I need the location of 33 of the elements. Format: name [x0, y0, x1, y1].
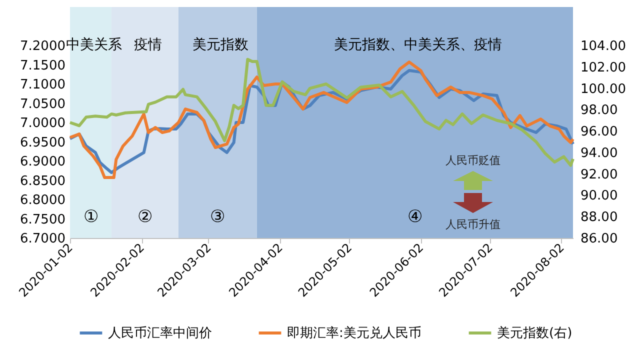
legend-label: 人民币汇率中间价 [108, 325, 212, 340]
y-tick-label: 7.0500 [20, 96, 66, 112]
y-tick-label: 7.0000 [20, 116, 66, 131]
annotation: 人民币升值 [446, 218, 500, 231]
y2-tick-label: 104.00 [580, 39, 626, 54]
y-tick-label: 6.8000 [20, 193, 66, 208]
band-label: 美元指数 [192, 37, 249, 53]
band-label: 疫情 [134, 37, 162, 53]
annotation: ③ [210, 207, 226, 227]
band-label: 美元指数、中美关系、疫情 [334, 37, 502, 53]
y-tick-label: 7.2000 [20, 39, 66, 54]
annotation: ④ [407, 207, 422, 227]
y2-tick-label: 98.00 [580, 103, 618, 118]
annotation: ② [137, 207, 152, 227]
y2-tick-label: 92.00 [580, 167, 618, 182]
y-tick-label: 6.9000 [20, 154, 66, 170]
y2-tick-label: 94.00 [580, 146, 618, 161]
band-label: 中美关系 [66, 37, 122, 53]
y2-tick-label: 86.00 [580, 232, 618, 246]
legend-label: 美元指数(右) [497, 325, 572, 340]
y2-tick-label: 88.00 [580, 210, 618, 226]
y-tick-label: 6.7500 [20, 212, 66, 228]
y-tick-label: 7.1500 [20, 58, 66, 74]
y2-tick-label: 90.00 [580, 188, 618, 204]
y-tick-label: 7.1000 [20, 78, 66, 92]
y2-tick-label: 102.00 [580, 60, 626, 76]
annotation: 人民币贬值 [446, 154, 500, 167]
y-tick-label: 6.9500 [20, 135, 66, 150]
y2-tick-label: 96.00 [580, 124, 618, 140]
legend-label: 即期汇率:美元兑人民币 [287, 325, 422, 340]
y-tick-label: 6.8500 [20, 174, 66, 189]
annotation: ① [83, 207, 98, 227]
y2-tick-label: 100.00 [580, 82, 626, 97]
